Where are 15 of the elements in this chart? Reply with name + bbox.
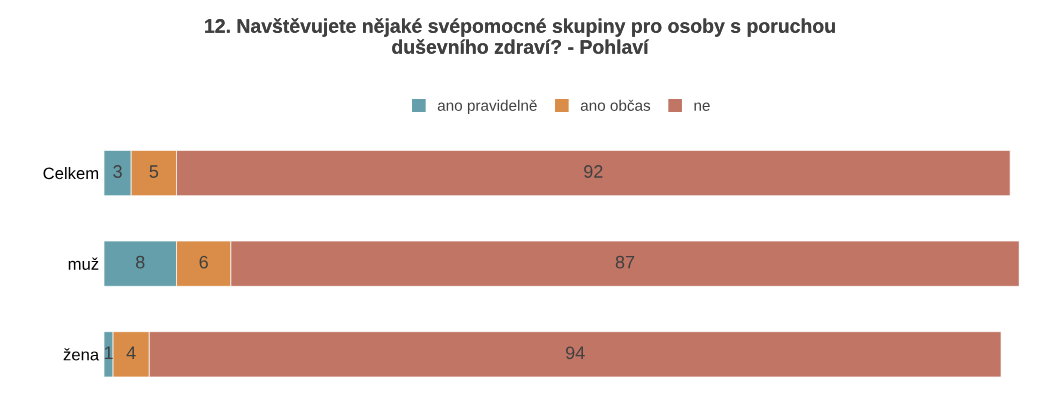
legend-label: ne [694,102,710,111]
data-label: 8 [136,255,145,269]
data-label: 3 [113,165,122,178]
data-label: 4 [126,346,136,359]
data-label: 92 [584,165,603,178]
data-label: 5 [149,165,159,178]
data-label: 87 [615,255,635,269]
y-tick-label: žena [63,348,100,361]
data-label: 6 [199,255,208,269]
legend-label: ano pravidelně [437,99,537,114]
y-tick-label: muž [68,257,99,270]
legend-label: ano občas [580,99,651,111]
data-label: 94 [566,346,585,360]
chart-title: 12. Navštěvujete nějaké svépomocné skupiny pro osoby s poruchou duševního zdraví? - Pohlaví [205,18,835,54]
y-tick-label: Celkem [43,167,99,180]
